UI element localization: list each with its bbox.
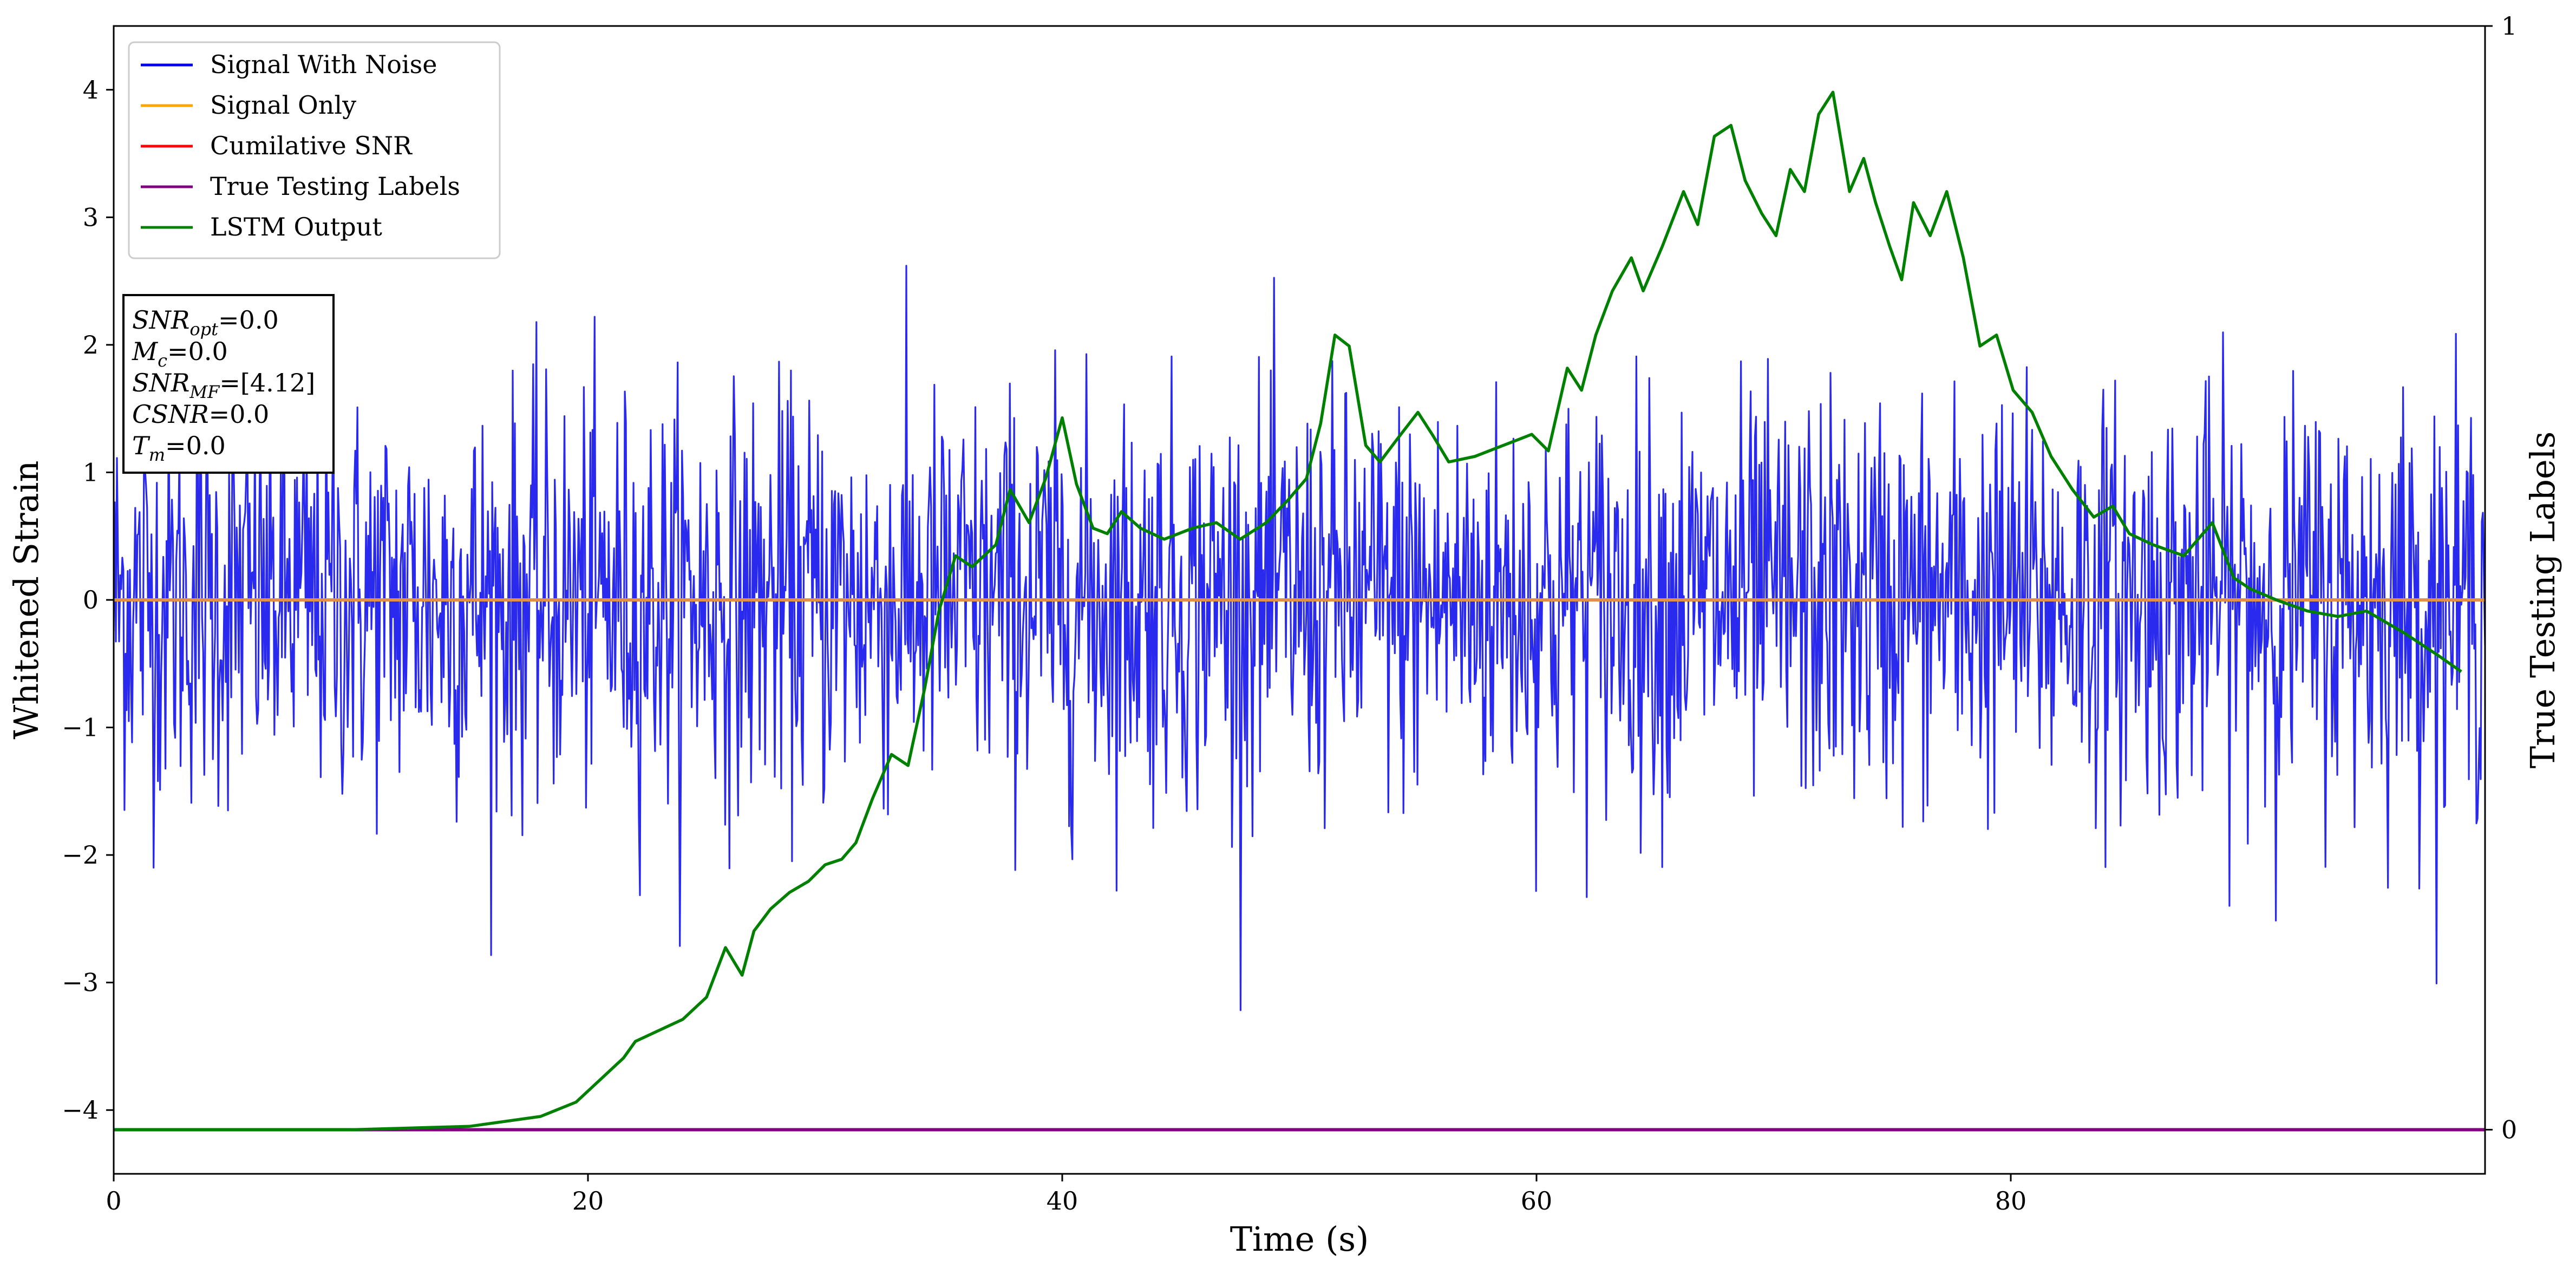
info-box-frame bbox=[122, 294, 335, 474]
legend-box bbox=[128, 41, 501, 259]
legend-label: Signal With Noise bbox=[210, 50, 437, 79]
y-tick-label: −2 bbox=[62, 840, 99, 870]
plot-area bbox=[114, 90, 2485, 1132]
y-tick-label: −1 bbox=[62, 713, 99, 742]
y-tick-label: 2 bbox=[83, 330, 99, 360]
y2-tick-label: 1 bbox=[2501, 11, 2517, 41]
y2-tick-label: 0 bbox=[2501, 1115, 2517, 1144]
x-tick-label: 40 bbox=[1047, 1186, 1078, 1216]
legend-label: LSTM Output bbox=[210, 212, 382, 241]
y-tick-label: −4 bbox=[62, 1095, 99, 1125]
info-line: SNRMF=[4.12] bbox=[132, 368, 315, 402]
series-signal-with-noise bbox=[114, 265, 2485, 1011]
y2-axis-label: True Testing Labels bbox=[2523, 432, 2562, 769]
info-line: Tm=0.0 bbox=[132, 431, 226, 465]
info-line: SNRopt=0.0 bbox=[132, 305, 279, 339]
legend-label: True Testing Labels bbox=[210, 172, 460, 201]
info-box: SNRopt=0.0Mc=0.0SNRMF=[4.12]CSNR=0.0Tm=0… bbox=[122, 294, 335, 474]
legend: Signal With Noise Signal Only Cumilative S… bbox=[128, 41, 501, 259]
series-lstm-output bbox=[114, 90, 2462, 1132]
y-tick-label: 0 bbox=[83, 585, 99, 615]
legend-label: Signal Only bbox=[210, 90, 356, 120]
y-tick-label: 1 bbox=[83, 458, 99, 487]
info-line: Mc=0.0 bbox=[132, 337, 228, 371]
x-tick-label: 0 bbox=[106, 1186, 121, 1216]
y-tick-label: 3 bbox=[83, 202, 99, 232]
y-tick-label: 4 bbox=[83, 75, 99, 104]
legend-label: Cumilative SNR bbox=[210, 131, 413, 160]
x-tick-label: 80 bbox=[1995, 1186, 2027, 1216]
y-tick-label: −3 bbox=[62, 968, 99, 997]
x-axis-label: Time (s) bbox=[1230, 1219, 1369, 1259]
x-tick-label: 60 bbox=[1521, 1186, 1553, 1216]
x-tick-label: 20 bbox=[572, 1186, 604, 1216]
y-axis-label: Whitened Strain bbox=[6, 461, 46, 740]
info-line: CSNR=0.0 bbox=[132, 400, 269, 429]
